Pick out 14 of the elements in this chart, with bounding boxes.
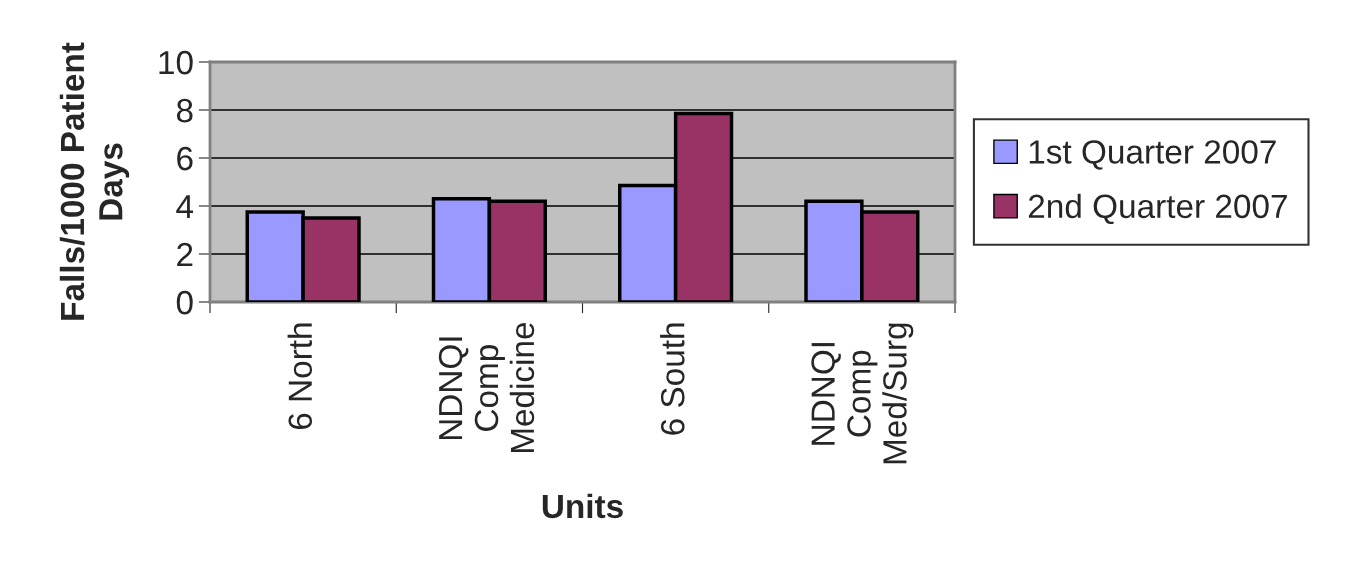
y-axis-title: Falls/1000 Patient Days (59, 42, 130, 320)
y-tick-label: 8 (176, 98, 193, 123)
legend-label: 1st Quarter 2007 (1029, 140, 1276, 170)
x-axis-title: Units (542, 493, 623, 519)
legend-label: 2nd Quarter 2007 (1028, 193, 1287, 225)
y-tick-label: 4 (176, 195, 194, 219)
y-tick-label: 0 (176, 290, 193, 315)
x-tick-label: NDNQI Comp Medicine (438, 322, 535, 453)
y-tick-label: 10 (159, 50, 193, 75)
x-tick-label: 6 North (287, 323, 313, 430)
y-tick-label: 2 (177, 242, 193, 267)
y-tick-label: 6 (177, 146, 193, 171)
x-tick-label: NDNQI Comp Med/Surg (811, 323, 914, 464)
x-tick-label: 6 South (660, 323, 685, 435)
